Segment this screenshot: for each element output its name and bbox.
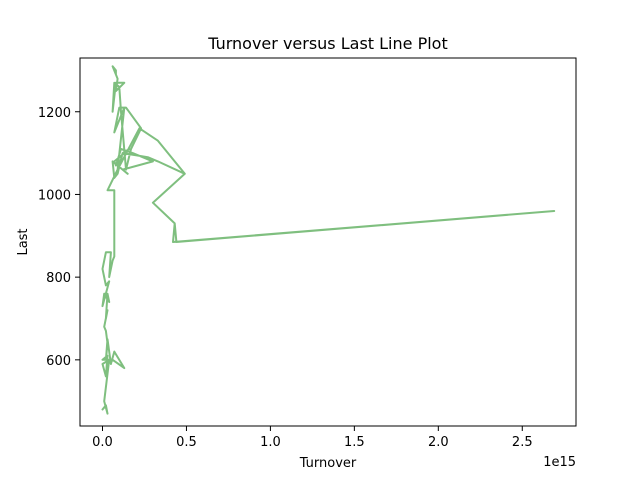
x-tick-label: 1.5 [344, 435, 365, 450]
y-tick-label: 1000 [38, 188, 71, 203]
y-tick-label: 1200 [38, 106, 71, 121]
x-tick-label: 2.5 [512, 435, 533, 450]
x-tick-label: 0.5 [176, 435, 197, 450]
x-axis: 0.0 0.5 1.0 1.5 2.0 2.5 [92, 426, 533, 450]
x-axis-label: Turnover [299, 456, 357, 471]
x-tick-label: 1.0 [260, 435, 281, 450]
series-line-0 [101, 65, 556, 415]
x-tick-label: 0.0 [92, 435, 113, 450]
y-axis-label: Last [16, 228, 31, 255]
chart-title: Turnover versus Last Line Plot [207, 34, 447, 53]
axes-frame [79, 57, 577, 427]
x-axis-offset-label: 1e15 [543, 455, 576, 470]
y-tick-label: 600 [46, 354, 71, 369]
x-tick-label: 2.0 [428, 435, 449, 450]
plot-area [101, 65, 556, 415]
y-tick-label: 800 [46, 271, 71, 286]
y-axis: 600 800 1000 1200 [38, 106, 80, 369]
